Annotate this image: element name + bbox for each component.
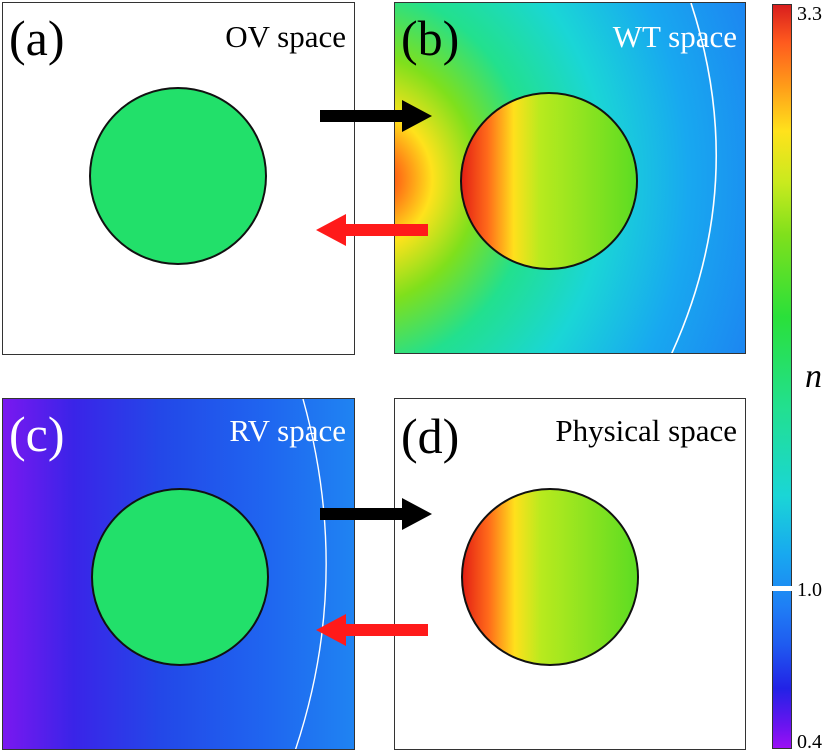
rv-space-canvas	[3, 399, 354, 749]
forward-arrow-top	[320, 100, 432, 132]
rv-object-circle	[91, 488, 269, 666]
forward-arrow-bottom	[320, 498, 432, 530]
panel-label-d: (d)	[401, 408, 460, 464]
colorbar-unity-mark	[772, 586, 792, 591]
wt-space-canvas	[395, 3, 745, 353]
back-arrow-top	[316, 214, 428, 246]
panel-title-physical: Physical space	[555, 413, 737, 448]
panel-title-ov: OV space	[225, 19, 346, 54]
panel-label-c: (c)	[9, 406, 65, 462]
ov-object-circle	[89, 87, 267, 265]
panel-wt-space: (b) WT space	[394, 2, 746, 354]
colorbar-min-label: 0.4	[797, 731, 822, 753]
panel-rv-space: (c) RV space	[2, 398, 355, 750]
panel-physical-space: (d) Physical space	[394, 398, 746, 750]
physical-object-circle	[461, 488, 639, 666]
wt-unit-contour	[671, 3, 717, 353]
colorbar-symbol-n: n	[805, 358, 822, 395]
physical-space-canvas	[461, 488, 639, 666]
panel-title-wt: WT space	[612, 19, 737, 54]
colorbar-max-label: 3.3	[797, 3, 822, 25]
rv-unit-contour	[294, 399, 327, 749]
wt-object-circle	[460, 92, 638, 270]
refractive-index-colorbar	[772, 4, 792, 749]
panel-ov-space: (a) OV space	[2, 2, 355, 355]
ov-space-canvas	[89, 87, 267, 265]
back-arrow-bottom	[316, 614, 428, 646]
colorbar-mid-label: 1.0	[797, 579, 822, 601]
panel-title-rv: RV space	[229, 413, 346, 448]
panel-label-b: (b)	[401, 10, 460, 66]
panel-label-a: (a)	[9, 10, 65, 66]
